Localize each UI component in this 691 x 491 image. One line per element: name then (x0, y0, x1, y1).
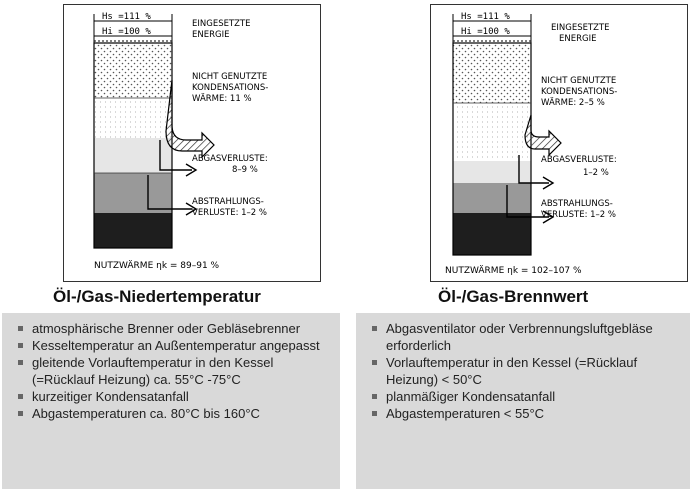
flue-gas-label: ABGASVERLUSTE: 8–9 % (192, 154, 268, 175)
column-condensation (453, 103, 531, 161)
hi-label: Hi =100 % (461, 27, 510, 37)
column-useful-heat (94, 213, 172, 248)
bullet-list-brennwert: Abgasventilator oder Verbrennungsluftgeb… (356, 313, 690, 422)
column-flue-gas (94, 138, 172, 173)
list-item: kurzeitiger Kondensatanfall (16, 388, 332, 405)
arrow-flue-gas (159, 140, 192, 171)
arrow-condensation (165, 79, 215, 159)
arrow-condensation (524, 114, 562, 157)
hi-label: Hi =100 % (102, 27, 151, 37)
hs-label: Hs =111 % (461, 12, 510, 22)
column-total-energy (453, 43, 531, 103)
column-total-energy (94, 43, 172, 98)
list-item: Kesseltemperatur an Außentemperatur ange… (16, 337, 332, 354)
list-item: Vorlauftemperatur in den Kessel (=Rückla… (370, 354, 682, 388)
bullet-list-niedertemperatur: atmosphärische Brenner oder Gebläsebrenn… (2, 313, 340, 422)
list-item: planmäßiger Kondensatanfall (370, 388, 682, 405)
radiation-label: ABSTRAHLUNGS-VERLUSTE: 1–2 % (541, 199, 616, 220)
column-flue-gas (453, 161, 531, 183)
condensation-label: NICHT GENUTZTE KONDENSATIONS-WÄRME: 11 % (192, 72, 268, 104)
column-radiation (453, 183, 531, 213)
diagram-niedertemperatur: Hs =111 % Hi =100 % EINGESETZTE ENERGIE N… (63, 4, 321, 282)
list-item: Abgastemperaturen < 55°C (370, 405, 682, 422)
useful-heat-label: NUTZWÄRME ηk = 89–91 % (94, 260, 220, 271)
list-item: Abgasventilator oder Verbrennungsluftgeb… (370, 320, 682, 354)
arrow-radiation (147, 175, 192, 210)
list-item: gleitende Vorlauftemperatur in den Kesse… (16, 354, 332, 388)
energy-label: EINGESETZTE ENERGIE (551, 23, 610, 44)
column-useful-heat (453, 213, 531, 255)
radiation-label: ABSTRAHLUNGS-VERLUSTE: 1–2 % (192, 197, 267, 218)
column-condensation (94, 98, 172, 138)
list-item: atmosphärische Brenner oder Gebläsebrenn… (16, 320, 332, 337)
title-brennwert: Öl-/Gas-Brennwert (438, 287, 589, 306)
panel-niedertemperatur: atmosphärische Brenner oder Gebläsebrenn… (2, 313, 340, 489)
arrow-radiation (506, 185, 549, 218)
panel-brennwert: Abgasventilator oder Verbrennungsluftgeb… (356, 313, 690, 489)
title-niedertemperatur: Öl-/Gas-Niedertemperatur (53, 287, 261, 306)
energy-label: EINGESETZTE ENERGIE (192, 19, 251, 40)
list-item: Abgastemperaturen ca. 80°C bis 160°C (16, 405, 332, 422)
condensation-label: NICHT GENUTZTE KONDENSATIONS-WÄRME: 2–5 % (541, 76, 617, 108)
hs-label: Hs =111 % (102, 12, 151, 22)
diagram-brennwert: Hs =111 % Hi =100 % EINGESETZTE ENERGIE N… (430, 4, 688, 282)
useful-heat-label: NUTZWÄRME ηk = 102–107 % (445, 265, 582, 276)
column-radiation (94, 173, 172, 213)
flue-gas-label: ABGASVERLUSTE: 1–2 % (541, 155, 617, 178)
arrow-flue-gas (518, 155, 549, 184)
